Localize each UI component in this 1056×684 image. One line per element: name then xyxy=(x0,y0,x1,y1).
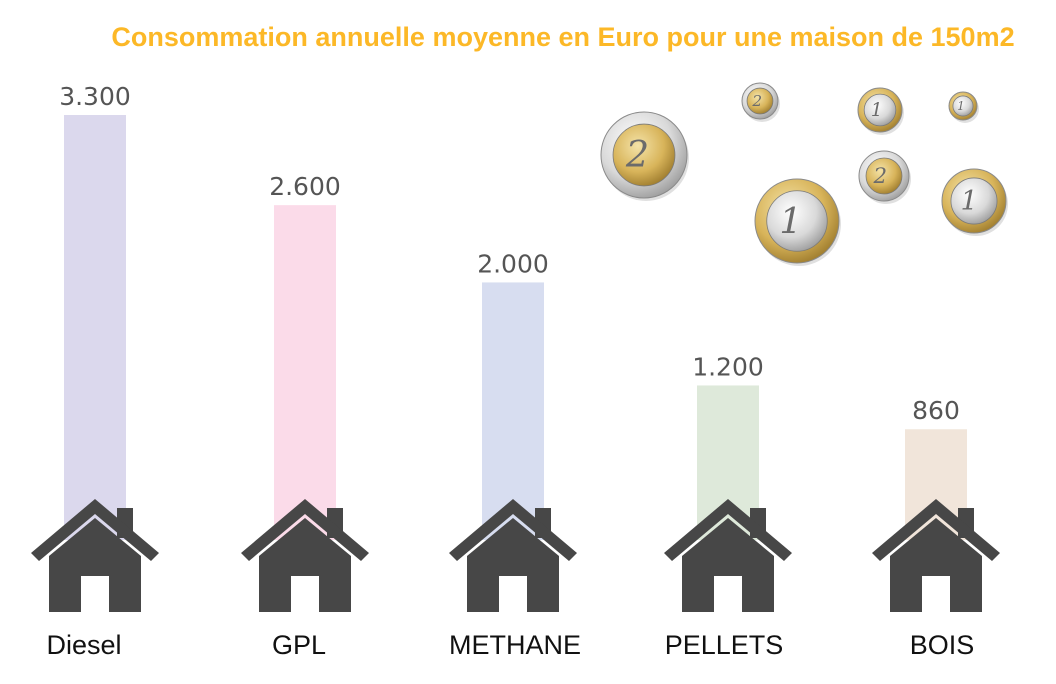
category-label-pellets: PELLETS xyxy=(665,630,784,660)
euro-coin-icon: 1 xyxy=(857,87,904,135)
value-label-diesel: 3.300 xyxy=(59,82,131,111)
chart-title: Consommation annuelle moyenne en Euro po… xyxy=(111,22,1014,52)
bar-pellets xyxy=(697,385,759,540)
category-label-group: Diesel GPL METHANE PELLETS BOIS xyxy=(46,630,974,660)
bar-gpl xyxy=(274,205,336,540)
euro-coin-icon: 1 xyxy=(754,178,841,266)
svg-text:1: 1 xyxy=(957,99,965,113)
house-icon xyxy=(449,499,577,612)
bar-diesel xyxy=(64,115,126,540)
euro-coin-icon: 1 xyxy=(941,168,1008,236)
value-label-group: 3.300 2.600 2.000 1.200 860 xyxy=(59,82,960,425)
category-label-bois: BOIS xyxy=(910,630,975,660)
svg-text:2: 2 xyxy=(872,164,887,189)
value-label-gpl: 2.600 xyxy=(269,172,341,201)
svg-text:2: 2 xyxy=(625,133,649,176)
category-label-methane: METHANE xyxy=(449,630,581,660)
svg-text:1: 1 xyxy=(961,186,978,217)
house-icon xyxy=(664,499,792,612)
bar-group xyxy=(64,115,967,540)
coin-decoration: 2 2 1 1 1 2 1 xyxy=(600,82,1008,266)
svg-text:2: 2 xyxy=(751,92,762,110)
euro-coin-icon: 2 xyxy=(858,150,911,204)
svg-text:1: 1 xyxy=(779,201,802,242)
value-label-bois: 860 xyxy=(912,396,960,425)
euro-coin-icon: 2 xyxy=(600,111,689,201)
house-icon xyxy=(872,499,1000,612)
value-label-pellets: 1.200 xyxy=(692,352,764,381)
house-icon-group xyxy=(31,499,1000,612)
euro-coin-icon: 2 xyxy=(741,82,780,122)
svg-text:1: 1 xyxy=(871,100,883,121)
bar-methane xyxy=(482,282,544,540)
category-label-diesel: Diesel xyxy=(46,630,121,660)
euro-coin-icon: 1 xyxy=(948,91,979,123)
house-icon xyxy=(241,499,369,612)
house-icon xyxy=(31,499,159,612)
category-label-gpl: GPL xyxy=(272,630,326,660)
value-label-methane: 2.000 xyxy=(477,249,549,278)
